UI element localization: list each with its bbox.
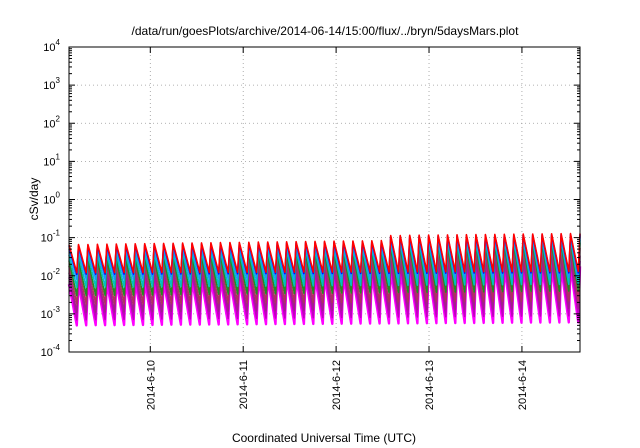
y-tick-label: 10-1 [41,229,61,245]
x-tick-label: 2014-6-13 [424,360,436,410]
x-axis: 2014-6-10 2014-6-11 2014-6-12 2014-6-13 2014… [145,47,529,410]
x-tick-label: 2014-6-11 [238,360,250,409]
y-tick-label: 103 [43,76,60,92]
x-tick-label: 2014-6-10 [145,360,157,410]
y-tick-label: 100 [43,191,60,207]
y-tick-label: 10-3 [41,305,61,321]
grid [69,47,580,352]
plot-area [67,232,582,327]
y-tick-label: 101 [43,152,60,168]
y-tick-label: 102 [43,114,60,130]
x-tick-label: 2014-6-12 [331,360,343,410]
x-tick-label: 2014-6-14 [517,360,529,410]
y-axis-label: cSv/day [27,178,41,221]
y-tick-label: 10-2 [41,267,61,283]
y-tick-label: 104 [43,38,60,54]
x-axis-label: Coordinated Universal Time (UTC) [232,431,416,445]
y-tick-label: 10-4 [41,343,61,359]
y-axis: 10-4 10-3 10-2 10-1 100 101 102 103 104 [41,38,580,359]
series-line [68,232,581,274]
chart-title: /data/run/goesPlots/archive/2014-06-14/1… [132,24,520,38]
